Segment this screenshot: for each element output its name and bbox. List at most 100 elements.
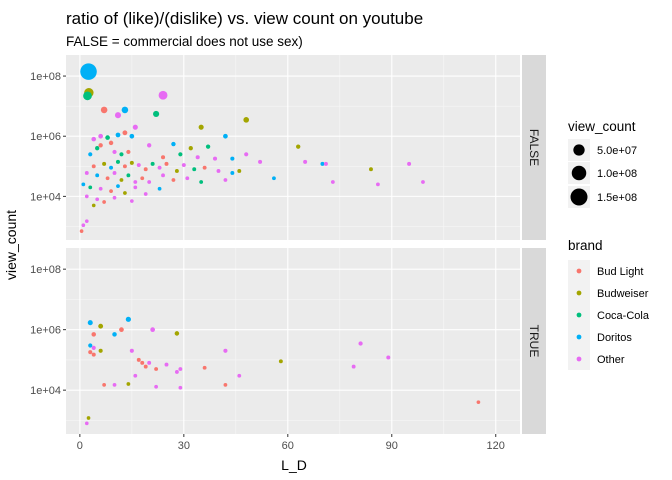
data-point	[386, 355, 391, 360]
data-point	[105, 176, 110, 181]
facet-panel-true: TRUE	[66, 248, 546, 434]
y-tick-label: 1e+04	[30, 385, 61, 397]
color-legend-dot	[576, 312, 582, 318]
data-point	[157, 165, 162, 170]
color-legend-label: Bud Light	[597, 266, 643, 278]
data-point	[303, 159, 308, 164]
panel-background	[66, 55, 520, 240]
data-point	[140, 360, 145, 365]
data-point	[119, 178, 124, 182]
data-point	[95, 197, 100, 202]
size-legend-title: view_count	[568, 119, 636, 134]
data-point	[199, 180, 204, 184]
data-point	[243, 117, 250, 123]
data-point	[87, 320, 93, 326]
data-point	[122, 130, 128, 136]
data-point	[83, 91, 92, 101]
x-tick-label: 60	[282, 440, 294, 452]
data-point	[174, 331, 180, 336]
data-point	[126, 382, 131, 386]
size-legend-dot	[573, 144, 585, 156]
data-point	[369, 167, 373, 172]
y-tick-label: 1e+06	[30, 325, 61, 337]
data-point	[81, 182, 86, 187]
data-point	[81, 223, 86, 228]
data-point	[123, 191, 127, 195]
facet-panels: FALSE TRUE	[66, 55, 546, 434]
data-point	[79, 229, 84, 233]
size-legend-dot	[570, 188, 588, 206]
data-point	[160, 155, 166, 160]
data-point	[133, 373, 138, 378]
data-point	[202, 365, 207, 370]
y-tick-label: 1e+08	[30, 71, 61, 83]
data-point	[296, 144, 301, 149]
data-point	[132, 124, 138, 130]
data-point	[91, 352, 96, 357]
data-point	[109, 189, 113, 193]
data-point	[95, 173, 100, 178]
data-point	[112, 171, 117, 175]
size-legend-label: 5.0e+07	[597, 145, 637, 157]
data-point	[112, 149, 117, 155]
data-point	[272, 176, 276, 181]
data-point	[351, 364, 356, 369]
color-legend-label: Doritos	[597, 332, 632, 344]
chart-title: ratio of (like)/(dislike) vs. view count…	[66, 9, 423, 28]
data-point	[112, 382, 117, 387]
data-point	[88, 343, 93, 348]
data-point	[223, 348, 228, 353]
data-point	[116, 184, 120, 188]
size-legend-label: 1.5e+08	[597, 192, 637, 204]
color-legend-label: Other	[597, 354, 625, 366]
data-point	[95, 146, 100, 151]
data-point	[147, 180, 152, 184]
data-point	[154, 367, 159, 371]
data-point	[84, 194, 89, 199]
data-point	[91, 203, 96, 208]
data-point	[202, 165, 207, 170]
data-point	[109, 165, 114, 170]
data-point	[136, 357, 141, 362]
data-point	[146, 143, 152, 148]
legend: view_count 5.0e+07 1.0e+08 1.5e+08 brand Bud …	[568, 119, 650, 370]
data-point	[129, 348, 134, 353]
data-point	[421, 180, 425, 184]
color-legend-dot	[576, 334, 582, 340]
size-legend-label: 1.0e+08	[597, 168, 637, 180]
x-tick-label: 120	[487, 440, 505, 452]
y-tick-label: 1e+04	[30, 191, 61, 203]
data-point	[147, 360, 152, 365]
data-point	[150, 327, 155, 333]
data-point	[223, 178, 228, 182]
data-point	[258, 159, 263, 164]
data-point	[476, 400, 481, 405]
data-point	[122, 164, 127, 169]
data-point	[98, 133, 104, 139]
data-point	[102, 161, 107, 166]
x-tick-label: 0	[77, 440, 83, 452]
y-tick-label: 1e+08	[30, 264, 61, 276]
x-axis-title: L_D	[281, 457, 307, 473]
data-point	[119, 327, 124, 333]
y-tick-label: 1e+06	[30, 131, 61, 143]
data-point	[223, 133, 228, 139]
data-point	[171, 141, 176, 147]
data-point	[161, 173, 165, 178]
data-point	[102, 382, 106, 387]
data-point	[140, 176, 145, 181]
y-axis-ticks: 1e+04 1e+06 1e+08 1e+04 1e+06 1e+08	[30, 71, 66, 397]
data-point	[88, 185, 93, 190]
data-point	[115, 159, 120, 164]
color-legend-dot	[576, 356, 582, 362]
x-axis-ticks: 0 30 60 90 120	[77, 434, 505, 452]
data-point	[98, 348, 103, 353]
data-point	[129, 133, 135, 139]
data-point	[102, 200, 106, 204]
data-point	[195, 155, 200, 160]
data-point	[178, 152, 183, 157]
data-point	[121, 106, 129, 114]
data-point	[244, 152, 249, 157]
data-point	[130, 199, 134, 203]
data-point	[119, 152, 124, 157]
